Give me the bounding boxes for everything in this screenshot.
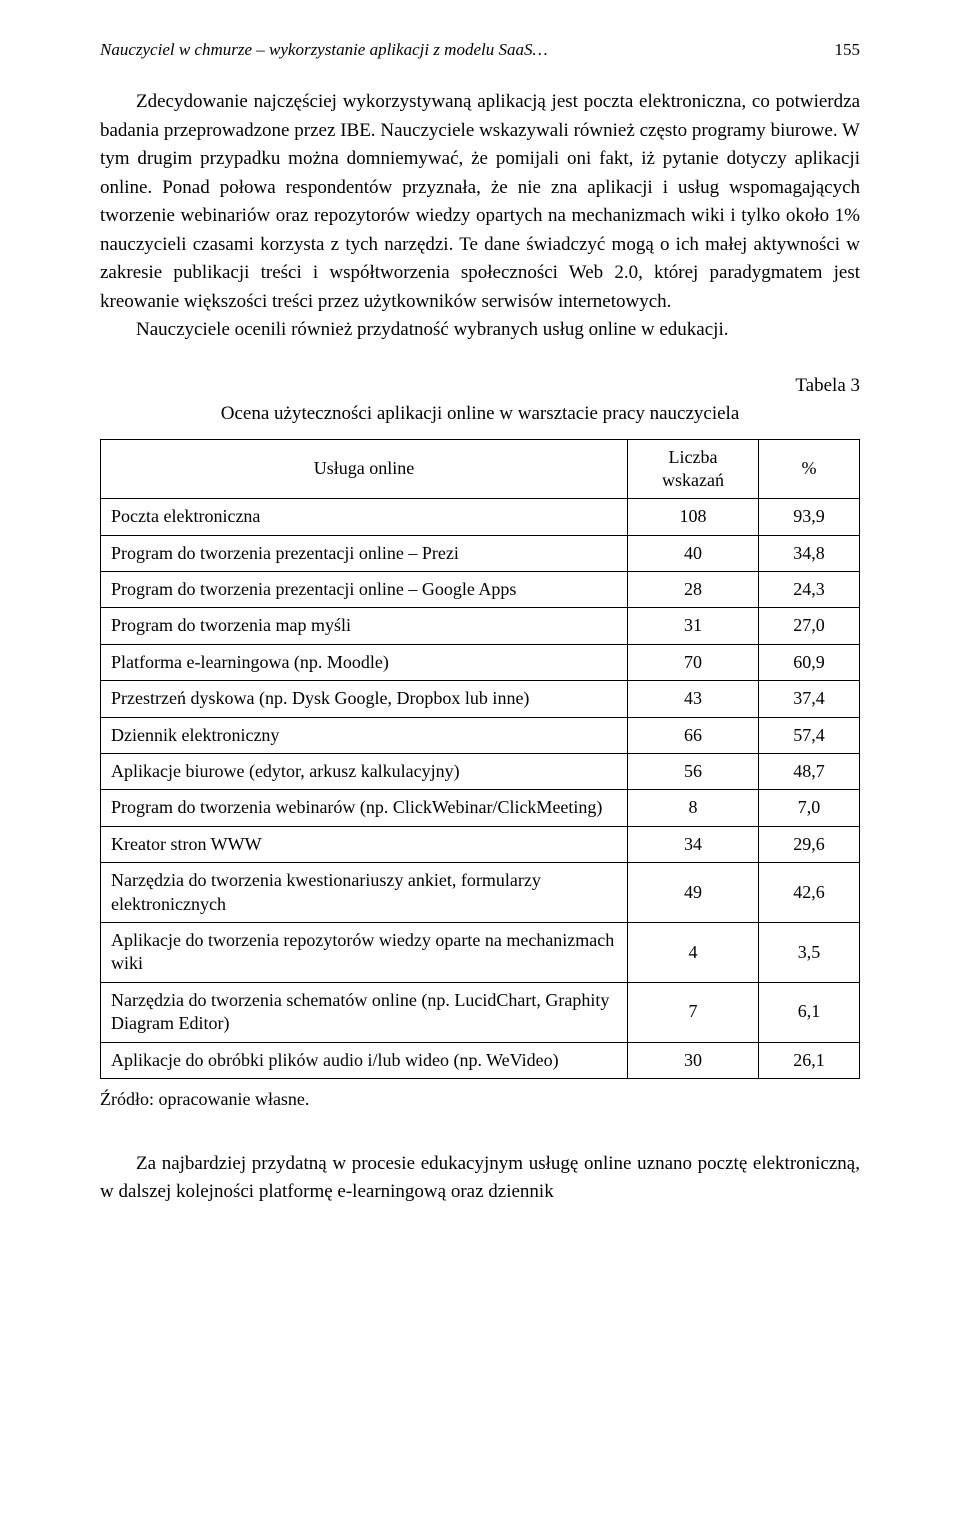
cell-pct: 29,6 (759, 826, 860, 862)
cell-count: 8 (628, 790, 759, 826)
cell-service: Aplikacje do tworzenia repozytorów wiedz… (101, 922, 628, 982)
col-header-count: Liczba wskazań (628, 439, 759, 499)
cell-service: Program do tworzenia webinarów (np. Clic… (101, 790, 628, 826)
table-row: Program do tworzenia prezentacji online … (101, 572, 860, 608)
cell-pct: 37,4 (759, 681, 860, 717)
paragraph-2: Nauczyciele ocenili również przydatność … (100, 316, 860, 345)
cell-service: Aplikacje biurowe (edytor, arkusz kalkul… (101, 754, 628, 790)
table-row: Aplikacje do tworzenia repozytorów wiedz… (101, 922, 860, 982)
usefulness-table: Usługa online Liczba wskazań % Poczta el… (100, 439, 860, 1079)
cell-pct: 7,0 (759, 790, 860, 826)
paragraph-1: Zdecydowanie najczęściej wykorzystywaną … (100, 88, 860, 316)
table-row: Aplikacje biurowe (edytor, arkusz kalkul… (101, 754, 860, 790)
cell-count: 108 (628, 499, 759, 535)
table-row: Kreator stron WWW 34 29,6 (101, 826, 860, 862)
cell-count: 43 (628, 681, 759, 717)
table-row: Dziennik elektroniczny 66 57,4 (101, 717, 860, 753)
cell-pct: 6,1 (759, 982, 860, 1042)
table-row: Narzędzia do tworzenia schematów online … (101, 982, 860, 1042)
cell-service: Platforma e-learningowa (np. Moodle) (101, 644, 628, 680)
cell-count: 30 (628, 1042, 759, 1078)
cell-service: Program do tworzenia map myśli (101, 608, 628, 644)
table-row: Program do tworzenia webinarów (np. Clic… (101, 790, 860, 826)
table-body: Poczta elektroniczna 108 93,9 Program do… (101, 499, 860, 1079)
cell-service: Aplikacje do obróbki plików audio i/lub … (101, 1042, 628, 1078)
cell-pct: 48,7 (759, 754, 860, 790)
table-header-row: Usługa online Liczba wskazań % (101, 439, 860, 499)
cell-count: 31 (628, 608, 759, 644)
table-row: Narzędzia do tworzenia kwestionariuszy a… (101, 863, 860, 923)
table-row: Przestrzeń dyskowa (np. Dysk Google, Dro… (101, 681, 860, 717)
cell-pct: 3,5 (759, 922, 860, 982)
cell-pct: 34,8 (759, 535, 860, 571)
table-source: Źródło: opracowanie własne. (100, 1089, 860, 1110)
table-row: Program do tworzenia map myśli 31 27,0 (101, 608, 860, 644)
cell-count: 28 (628, 572, 759, 608)
cell-pct: 42,6 (759, 863, 860, 923)
table-caption: Ocena użyteczności aplikacji online w wa… (100, 403, 860, 425)
cell-service: Dziennik elektroniczny (101, 717, 628, 753)
table-row: Program do tworzenia prezentacji online … (101, 535, 860, 571)
cell-service: Program do tworzenia prezentacji online … (101, 572, 628, 608)
cell-pct: 24,3 (759, 572, 860, 608)
cell-pct: 26,1 (759, 1042, 860, 1078)
col-header-service: Usługa online (101, 439, 628, 499)
cell-count: 49 (628, 863, 759, 923)
cell-service: Przestrzeń dyskowa (np. Dysk Google, Dro… (101, 681, 628, 717)
cell-count: 40 (628, 535, 759, 571)
table-label: Tabela 3 (100, 375, 860, 397)
cell-pct: 93,9 (759, 499, 860, 535)
col-header-pct: % (759, 439, 860, 499)
table-row: Platforma e-learningowa (np. Moodle) 70 … (101, 644, 860, 680)
running-header: Nauczyciel w chmurze – wykorzystanie apl… (100, 40, 860, 60)
paragraph-3: Za najbardziej przydatną w procesie eduk… (100, 1150, 860, 1207)
cell-count: 7 (628, 982, 759, 1042)
table-row: Poczta elektroniczna 108 93,9 (101, 499, 860, 535)
page-container: Nauczyciel w chmurze – wykorzystanie apl… (0, 0, 960, 1276)
cell-service: Narzędzia do tworzenia schematów online … (101, 982, 628, 1042)
cell-service: Program do tworzenia prezentacji online … (101, 535, 628, 571)
cell-pct: 60,9 (759, 644, 860, 680)
cell-pct: 27,0 (759, 608, 860, 644)
cell-service: Kreator stron WWW (101, 826, 628, 862)
cell-count: 56 (628, 754, 759, 790)
running-title: Nauczyciel w chmurze – wykorzystanie apl… (100, 40, 548, 60)
cell-count: 34 (628, 826, 759, 862)
table-row: Aplikacje do obróbki plików audio i/lub … (101, 1042, 860, 1078)
cell-count: 4 (628, 922, 759, 982)
cell-service: Poczta elektroniczna (101, 499, 628, 535)
page-number: 155 (835, 40, 861, 60)
cell-pct: 57,4 (759, 717, 860, 753)
cell-service: Narzędzia do tworzenia kwestionariuszy a… (101, 863, 628, 923)
cell-count: 70 (628, 644, 759, 680)
cell-count: 66 (628, 717, 759, 753)
